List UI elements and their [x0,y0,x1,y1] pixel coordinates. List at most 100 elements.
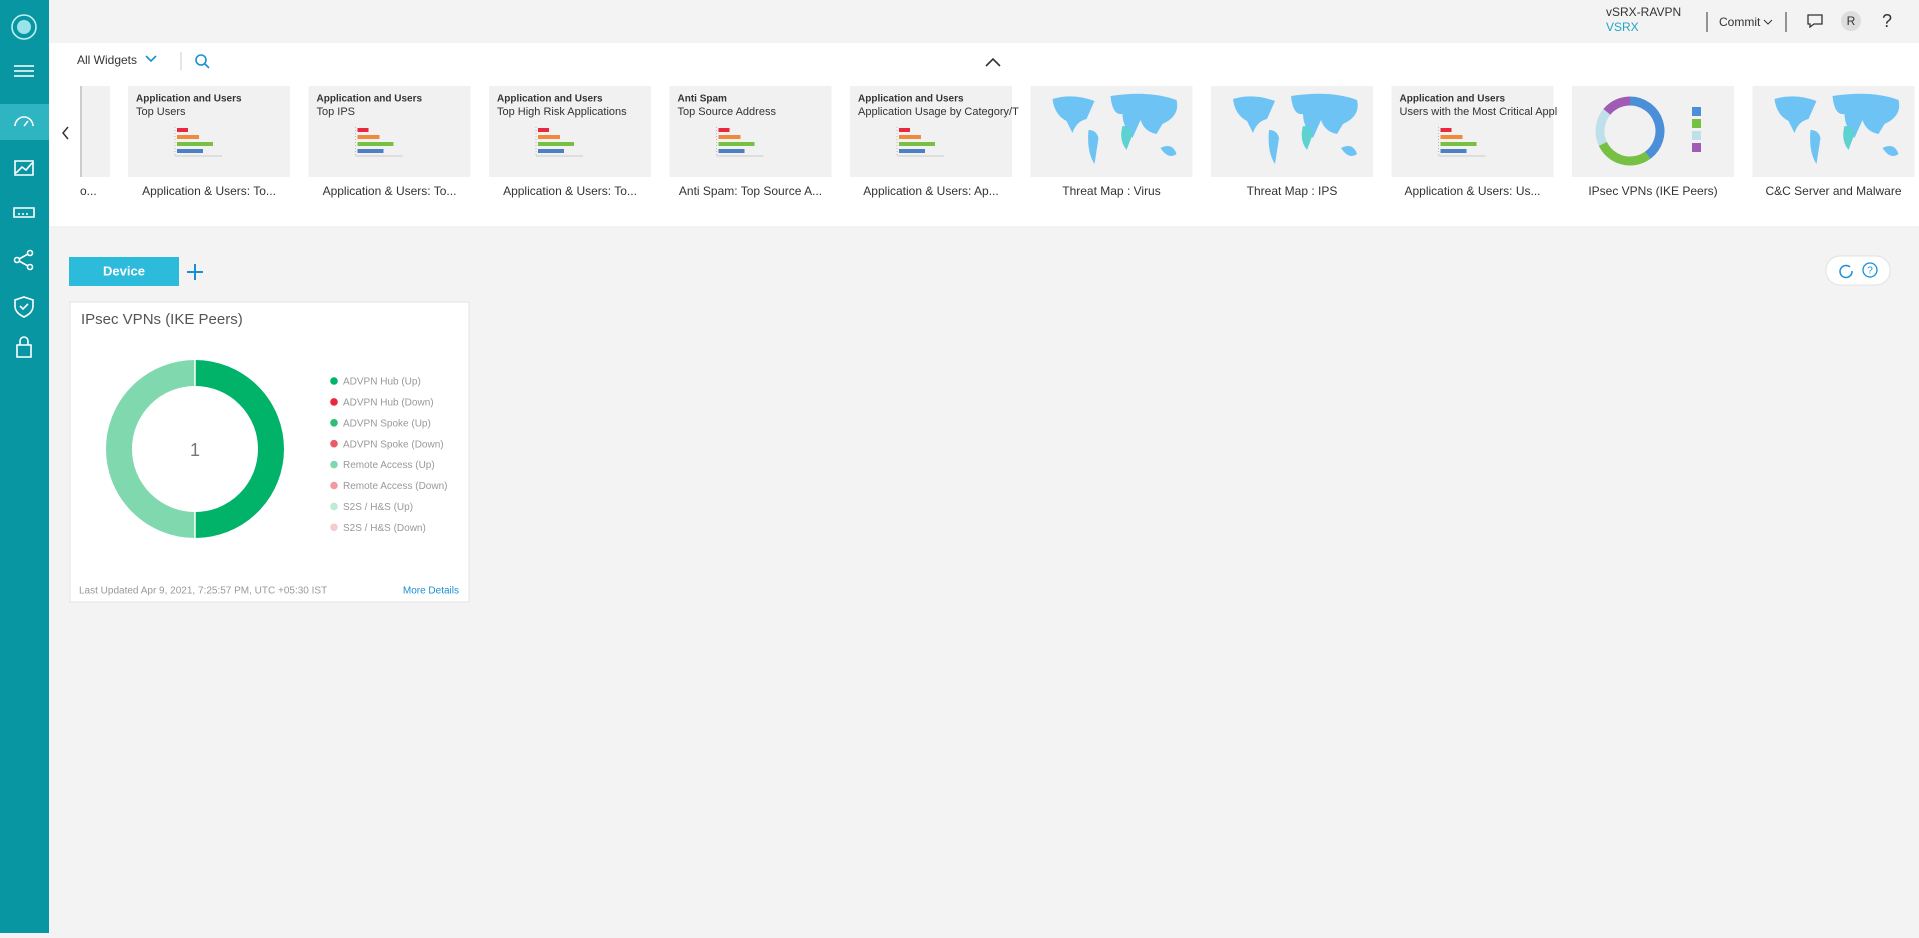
refresh-button[interactable] [1839,264,1853,279]
card-name[interactable]: Top Source Address [678,106,777,118]
donut [106,359,284,539]
help-widget[interactable] [1862,262,1878,278]
card-caption[interactable]: Application & Users: To... [142,184,276,198]
card-category[interactable]: Application and Users [317,94,423,105]
thumb-legend [1692,143,1701,152]
thumb-bar [1440,135,1463,139]
network-icon[interactable] [13,249,34,271]
add-tab[interactable] [187,264,203,280]
donut-segment [106,360,196,538]
dashboard-icon[interactable] [14,116,34,127]
help-button[interactable]: ? [1882,11,1892,31]
card-name[interactable]: Top Users [136,106,186,118]
card-bg[interactable] [308,86,471,177]
more-details[interactable]: More Details [403,586,459,597]
menu-icon[interactable] [14,65,34,77]
tab-label[interactable]: Device [103,263,145,278]
thumb-bar [177,135,199,139]
carousel-prev[interactable] [62,126,69,140]
thumb-bar [718,135,741,139]
card-bg[interactable] [669,86,832,177]
card-name[interactable]: Top IPS [317,106,356,118]
thumb-donut-arc [1598,141,1651,166]
legend-dot [330,481,338,490]
card-bg[interactable] [850,86,1012,177]
card-category[interactable]: Application and Users [497,94,603,105]
card-category[interactable]: Application and Users [858,94,964,105]
legend-dot [330,377,338,385]
card-name[interactable]: Users with the Most Critical Appl [1400,106,1558,118]
thumb-bar [718,128,730,132]
devices-icon[interactable] [13,207,35,218]
sidebar-active [0,104,49,140]
thumb-bar [899,142,935,146]
help-mark[interactable]: ? [1867,266,1873,277]
card-name[interactable]: Application Usage by Category/T [858,106,1019,118]
dashboard-tab[interactable] [69,257,179,286]
thumb-map [1233,93,1358,164]
monitor-icon[interactable] [14,160,34,176]
card-caption[interactable]: Threat Map : IPS [1247,184,1338,198]
card-caption[interactable]: Application & Users: Ap... [863,184,998,198]
messages-icon[interactable] [1807,14,1823,29]
search-icon[interactable] [195,54,210,69]
legend-label: S2S / H&S (Up) [343,502,413,513]
security-icon[interactable] [14,296,34,318]
thumb-bar [357,142,394,146]
thumb-map [1774,93,1900,164]
sidebar [0,0,49,933]
filter-caret[interactable] [145,55,157,63]
widget-card-thumb[interactable]: C&C Server and Malware [1752,86,1915,198]
widget-card-partial[interactable] [82,86,110,177]
legend-label: ADVPN Spoke (Down) [343,439,444,450]
card-category[interactable]: Application and Users [136,94,242,105]
avatar-letter[interactable]: R [1847,14,1856,28]
card-caption: o... [80,184,97,198]
card-caption[interactable]: Application & Users: Us... [1404,184,1540,198]
card-caption[interactable]: Anti Spam: Top Source A... [679,184,822,198]
thumb-bar [718,142,755,146]
legend-dot [330,460,338,469]
card-caption[interactable]: Application & Users: To... [503,184,637,198]
widget-filter[interactable]: All Widgets [77,53,137,67]
thumb-donut-arc [1629,96,1665,159]
card-bg[interactable] [1391,86,1554,177]
card-caption[interactable]: Application & Users: To... [323,184,457,198]
card-category[interactable]: Anti Spam [678,94,728,105]
thumb-map [1052,93,1178,164]
card-bg[interactable] [128,86,290,177]
thumb-legend [1692,131,1701,140]
thumb-bar [177,128,188,132]
avatar[interactable] [1841,11,1861,31]
card-caption[interactable]: IPsec VPNs (IKE Peers) [1588,184,1717,198]
widget-card-thumb[interactable]: Threat Map : IPS [1211,86,1373,198]
legend-dot [330,419,338,427]
thumb-bar [538,142,574,146]
widget-card-thumb[interactable]: Threat Map : Virus [1030,86,1193,198]
thumb-bar [1440,149,1467,153]
card-bg[interactable] [489,86,651,177]
widget-card-thumb[interactable]: IPsec VPNs (IKE Peers) [1572,86,1734,198]
card-name[interactable]: Top High Risk Applications [497,106,627,118]
card-caption[interactable]: C&C Server and Malware [1765,184,1901,198]
thumb-bar [357,128,369,132]
thumb-map-highlight [1843,126,1855,150]
thumb-bar [899,135,921,139]
thumb-bar [357,149,384,153]
legend-label: ADVPN Spoke (Up) [343,418,431,429]
card-category[interactable]: Application and Users [1400,94,1506,105]
collapse-tray[interactable] [985,57,1001,67]
card-caption[interactable]: Threat Map : Virus [1062,184,1160,198]
thumb-bar [1440,128,1452,132]
commit-caret[interactable] [1763,19,1773,25]
commit-button[interactable]: Commit [1719,15,1761,29]
lock-icon[interactable] [16,336,32,358]
